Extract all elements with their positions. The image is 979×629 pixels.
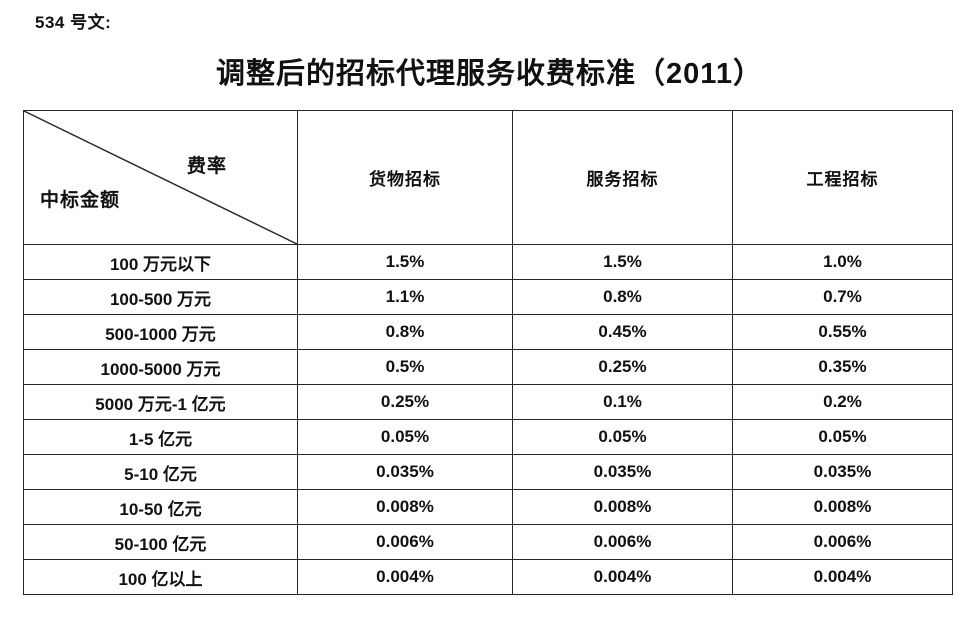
rate-value-cell: 0.25% [512, 349, 733, 385]
rate-value-cell: 0.05% [512, 419, 733, 455]
diagonal-corner-cell: 费率 中标金额 [23, 110, 298, 245]
table-header-row: 费率 中标金额 货物招标 服务招标 工程招标 [23, 110, 953, 245]
rate-value-cell: 0.7% [732, 279, 953, 315]
rate-value-cell: 0.1% [512, 384, 733, 420]
rate-value-cell: 0.35% [732, 349, 953, 385]
rate-value-cell: 0.05% [732, 419, 953, 455]
row-amount-label: 1000-5000 万元 [23, 349, 298, 385]
row-amount-label: 100-500 万元 [23, 279, 298, 315]
rate-value-cell: 0.008% [732, 489, 953, 525]
table-row: 10-50 亿元 0.008% 0.008% 0.008% [23, 489, 953, 525]
row-amount-label: 10-50 亿元 [23, 489, 298, 525]
page-title: 调整后的招标代理服务收费标准（2011） [216, 58, 763, 90]
rate-value-cell: 0.8% [297, 314, 513, 350]
rate-value-cell: 0.004% [732, 559, 953, 595]
rate-value-cell: 0.25% [297, 384, 513, 420]
column-header-engineering: 工程招标 [732, 110, 953, 245]
rate-value-cell: 0.006% [732, 524, 953, 560]
rate-value-cell: 0.05% [297, 419, 513, 455]
row-amount-label: 100 亿以上 [23, 559, 298, 595]
table-row: 50-100 亿元 0.006% 0.006% 0.006% [23, 524, 953, 560]
table-row: 5-10 亿元 0.035% 0.035% 0.035% [23, 454, 953, 490]
rate-value-cell: 0.006% [512, 524, 733, 560]
rate-value-cell: 0.035% [732, 454, 953, 490]
rate-value-cell: 0.8% [512, 279, 733, 315]
table-row: 5000 万元-1 亿元 0.25% 0.1% 0.2% [23, 384, 953, 420]
rate-value-cell: 0.5% [297, 349, 513, 385]
column-header-goods: 货物招标 [297, 110, 513, 245]
table-row: 100 万元以下 1.5% 1.5% 1.0% [23, 244, 953, 280]
rate-value-cell: 1.5% [512, 244, 733, 280]
table-row: 100 亿以上 0.004% 0.004% 0.004% [23, 559, 953, 595]
column-header-services: 服务招标 [512, 110, 733, 245]
rate-value-cell: 1.1% [297, 279, 513, 315]
table-row: 500-1000 万元 0.8% 0.45% 0.55% [23, 314, 953, 350]
rate-value-cell: 0.55% [732, 314, 953, 350]
rate-value-cell: 0.45% [512, 314, 733, 350]
rate-value-cell: 0.004% [512, 559, 733, 595]
row-amount-label: 5000 万元-1 亿元 [23, 384, 298, 420]
rate-value-cell: 0.035% [297, 454, 513, 490]
rate-value-cell: 0.035% [512, 454, 733, 490]
corner-rate-label: 费率 [187, 156, 228, 177]
rate-value-cell: 0.006% [297, 524, 513, 560]
rate-value-cell: 1.0% [732, 244, 953, 280]
row-amount-label: 5-10 亿元 [23, 454, 298, 490]
row-amount-label: 500-1000 万元 [23, 314, 298, 350]
row-amount-label: 100 万元以下 [23, 244, 298, 280]
rate-value-cell: 1.5% [297, 244, 513, 280]
corner-amount-label: 中标金额 [40, 190, 121, 211]
diagonal-line [24, 111, 297, 244]
table-row: 1000-5000 万元 0.5% 0.25% 0.35% [23, 349, 953, 385]
document-number-label: 534 号文: [35, 13, 112, 32]
rate-value-cell: 0.008% [512, 489, 733, 525]
row-amount-label: 50-100 亿元 [23, 524, 298, 560]
table-row: 1-5 亿元 0.05% 0.05% 0.05% [23, 419, 953, 455]
table-row: 100-500 万元 1.1% 0.8% 0.7% [23, 279, 953, 315]
fee-rate-table: 费率 中标金额 货物招标 服务招标 工程招标 100 万元以下 1.5% 1.5% 1… [23, 110, 953, 595]
rate-value-cell: 0.004% [297, 559, 513, 595]
rate-value-cell: 0.008% [297, 489, 513, 525]
row-amount-label: 1-5 亿元 [23, 419, 298, 455]
rate-value-cell: 0.2% [732, 384, 953, 420]
